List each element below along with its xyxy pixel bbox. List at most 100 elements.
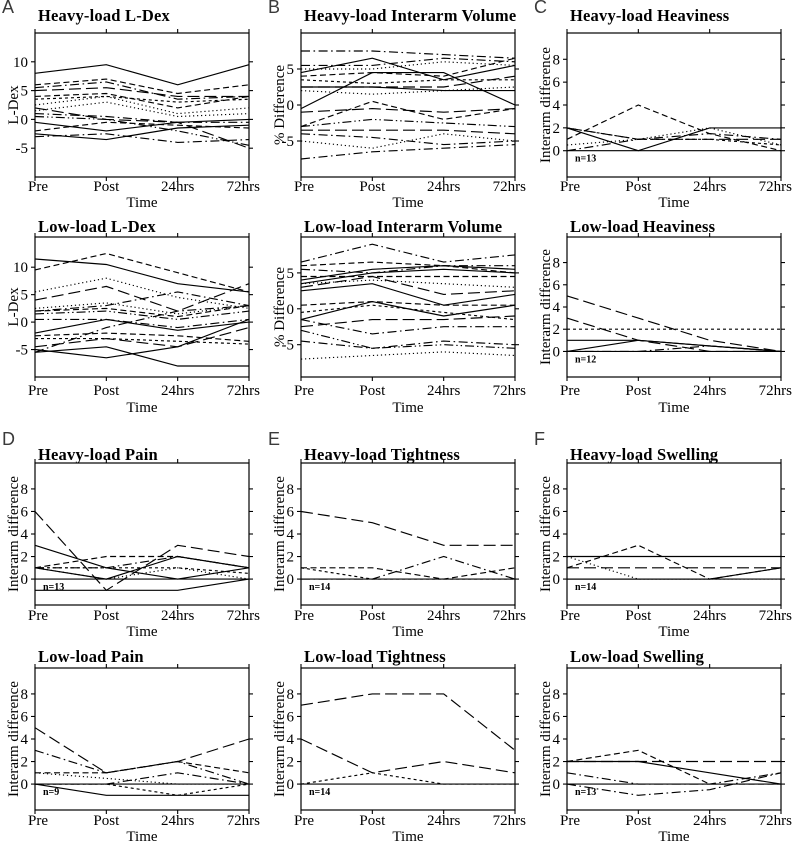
plot-area: 8 6 4 2 0 Pre Post 24hrs 72hrs Interarm differenc… — [272, 664, 526, 843]
x-tick-label: 24hrs — [427, 813, 460, 829]
y-tick-label: 0 — [553, 144, 561, 160]
x-axis-label: Time — [658, 624, 689, 640]
series-line-solid — [34, 64, 250, 86]
series-line-longdash — [34, 87, 249, 97]
chart-title: Low-load Tightness — [304, 647, 446, 666]
y-tick-label: 5 — [21, 288, 29, 304]
x-tick-label: Pre — [28, 813, 48, 829]
subplot-low-load-heaviness: Low-load Heaviness 8 6 4 2 0 Pre Post 24hrs 72hrs… — [532, 212, 800, 432]
series-line-dashdot — [301, 50, 516, 59]
x-tick-label: 24hrs — [427, 383, 460, 399]
series-line-dashdot — [300, 243, 516, 263]
series-line-dot — [301, 61, 516, 70]
y-axis-label: Interarm difference — [538, 681, 554, 797]
axes-frame — [566, 236, 782, 378]
series-line-dash — [300, 100, 516, 128]
x-tick-label: 72hrs — [759, 383, 792, 399]
series-line-dash — [300, 301, 515, 306]
x-tick-label: 24hrs — [161, 383, 194, 399]
series-line-longdash — [34, 727, 250, 774]
x-tick-label: Post — [625, 383, 652, 399]
y-tick-label: 8 — [553, 687, 561, 703]
plot-area: 10 5 0 -5 Pre Post 24hrs 72hrs L-Dex Time — [6, 29, 260, 211]
y-tick-label: 4 — [553, 527, 561, 543]
x-tick-label: 24hrs — [693, 179, 726, 195]
y-tick-label: 8 — [287, 687, 295, 703]
y-tick-label: 4 — [553, 732, 561, 748]
x-tick-label: Post — [625, 179, 652, 195]
series-line-longdash — [300, 693, 516, 751]
x-tick-label: Post — [93, 179, 120, 195]
x-axis-label: Time — [126, 829, 157, 843]
series-line-solid — [34, 124, 250, 141]
y-tick-label: -5 — [16, 343, 29, 359]
series-line-dash — [34, 305, 250, 318]
subplot-low-load-interarm-volume: Low-load Interarm Volume 5 0 -5 Pre Post 24hrs… — [266, 212, 532, 432]
x-tick-label: Pre — [294, 179, 314, 195]
n-count-label: n=14 — [575, 582, 596, 593]
series-line-dash — [566, 544, 782, 580]
x-tick-label: 72hrs — [227, 608, 260, 624]
series-line-longdash — [300, 510, 515, 546]
x-tick-label: Pre — [560, 179, 580, 195]
series-line-solid — [34, 118, 250, 132]
y-axis-label: Interarm difference — [6, 681, 22, 797]
series-line-dashdotdot — [300, 118, 516, 128]
x-tick-label: 72hrs — [227, 383, 260, 399]
x-tick-label: Post — [359, 179, 386, 195]
y-tick-label: 0 — [287, 777, 295, 793]
series-line-longdash — [300, 108, 516, 113]
axes-frame — [300, 236, 516, 378]
series-line-dashdot — [300, 265, 515, 274]
x-axis-label: Time — [392, 400, 423, 416]
y-axis-label: Interarm difference — [6, 476, 22, 592]
y-tick-label: 2 — [21, 755, 29, 771]
y-tick-label: 5 — [287, 266, 295, 282]
series-line-shortdash — [300, 304, 516, 321]
x-tick-label: 72hrs — [227, 179, 260, 195]
series-line-dash — [34, 92, 250, 109]
series-line-longdash — [301, 129, 516, 135]
subplot-heavy-load-tightness: E Heavy-load Tightness 8 6 4 2 0 Pre Post 24hrs 72… — [266, 430, 532, 643]
y-axis-label: Interarm difference — [272, 476, 288, 592]
chart-title: Low-load Interarm Volume — [304, 217, 503, 236]
series-line-dash — [34, 78, 250, 95]
y-axis-label: Interarm difference — [538, 476, 554, 592]
x-axis-label: Time — [126, 195, 157, 211]
series-line-dash — [34, 121, 250, 132]
plot-area: 8 6 4 2 0 Pre Post 24hrs 72hrs Interarm differenc… — [6, 664, 260, 843]
y-tick-label: 0 — [21, 572, 29, 588]
series-line-dash — [300, 261, 516, 274]
y-tick-label: 8 — [287, 482, 295, 498]
chart-title: Heavy-load Interarm Volume — [304, 6, 517, 25]
series-line-dot — [34, 277, 250, 309]
series-line-dashdot — [300, 144, 516, 160]
y-tick-label: 6 — [553, 709, 561, 725]
series-line-dashdot — [301, 57, 516, 66]
x-axis-label: Time — [392, 829, 423, 843]
y-tick-label: 2 — [287, 755, 295, 771]
n-count-label: n=13 — [575, 787, 596, 798]
subplot-low-load-pain: Low-load Pain 8 6 4 2 0 Pre Post 24hrs 72hrs Inter… — [0, 643, 266, 843]
series-line-dashdot — [34, 113, 249, 123]
x-tick-label: 72hrs — [759, 608, 792, 624]
series-line-solid — [34, 783, 249, 796]
plot-area: 8 6 4 2 0 Pre Post 24hrs 72hrs Interarm differenc… — [538, 233, 792, 416]
y-tick-label: 0 — [553, 344, 561, 360]
x-tick-label: 24hrs — [161, 179, 194, 195]
series-line-solid — [300, 57, 516, 81]
x-tick-label: Pre — [294, 813, 314, 829]
x-tick-label: 72hrs — [759, 179, 792, 195]
y-tick-label: 6 — [21, 709, 29, 725]
plot-area: 8 6 4 2 0 Pre Post 24hrs 72hrs Interarm differenc… — [538, 29, 792, 211]
y-tick-label: 4 — [553, 300, 561, 316]
axes-frame — [566, 667, 782, 811]
chart-title: Heavy-load Pain — [38, 445, 158, 464]
series-line-solid — [34, 555, 250, 580]
panel-letter: D — [2, 429, 15, 449]
y-tick-label: 2 — [553, 121, 561, 137]
x-tick-label: 72hrs — [493, 179, 526, 195]
series-line-shortdash — [566, 127, 782, 146]
y-tick-label: 10 — [13, 260, 28, 276]
series-line-solid — [300, 265, 516, 281]
